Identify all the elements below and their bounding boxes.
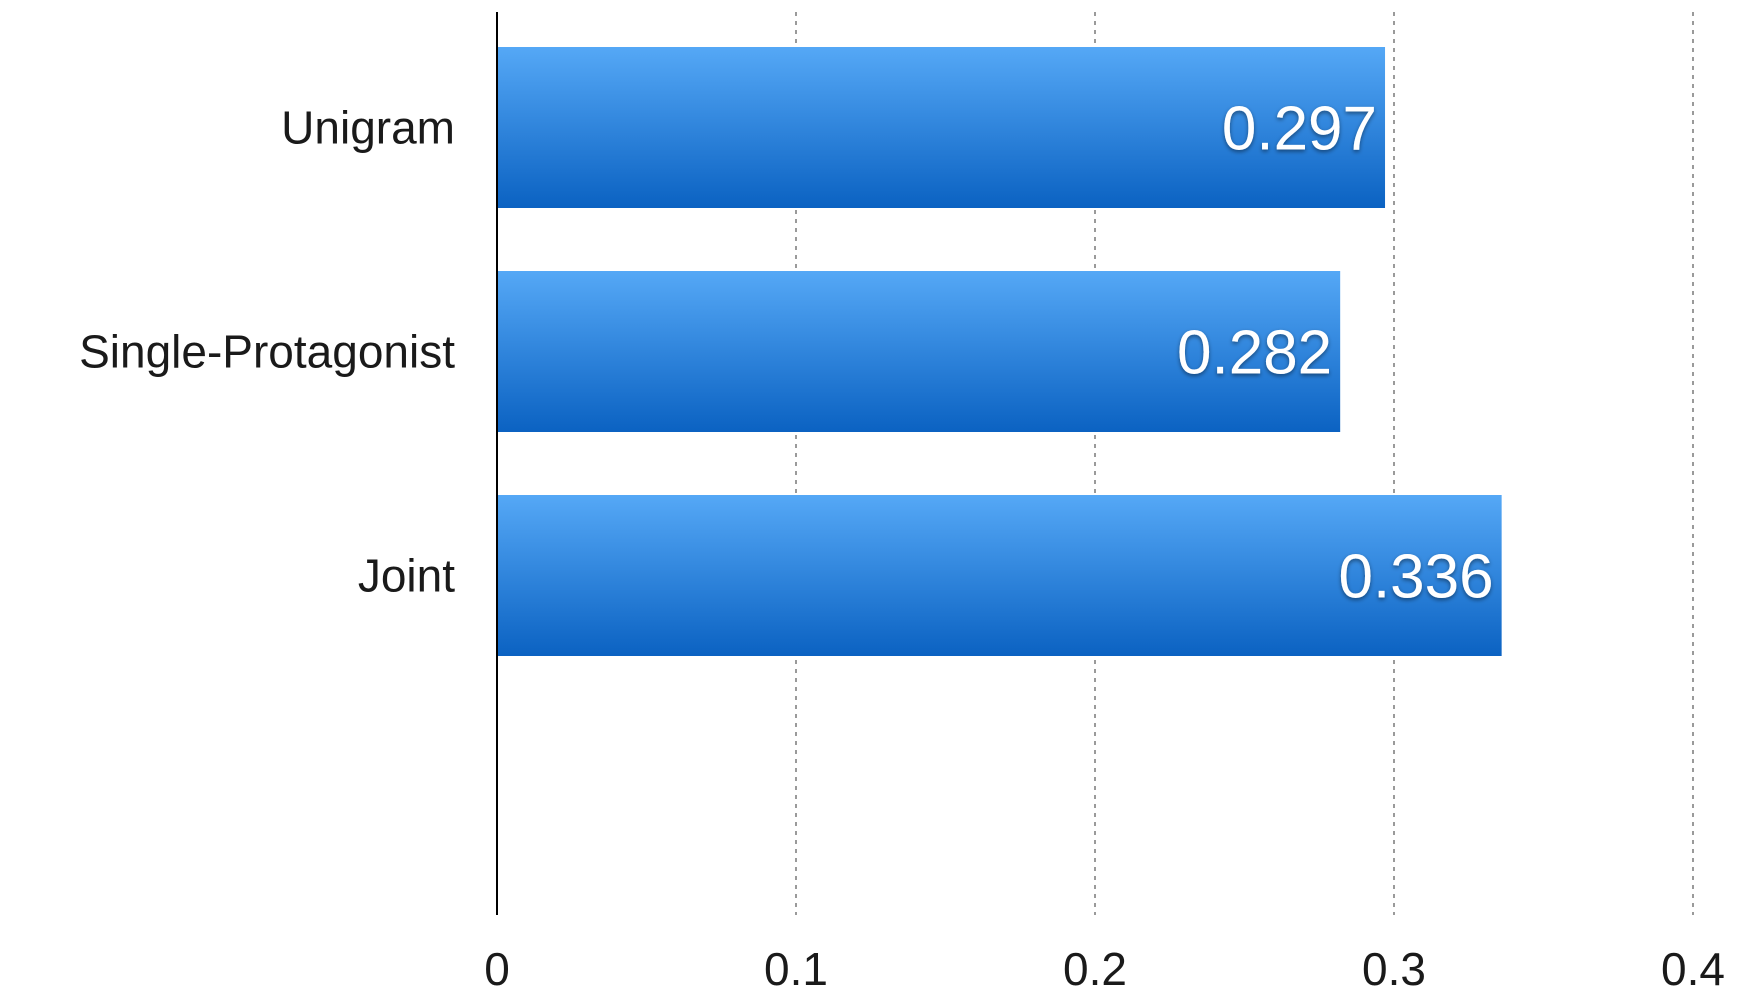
data-label: 0.297 [1222, 95, 1377, 164]
x-tick-label: 0.3 [1362, 943, 1426, 991]
category-label: Single-Protagonist [79, 326, 455, 378]
x-tick-label: 0.2 [1063, 943, 1127, 991]
labels: 0 0.1 0.2 0.3 0.4 Unigram 0.297 Single-Protagon… [79, 95, 1725, 991]
category-label: Unigram [281, 102, 455, 154]
data-label: 0.282 [1177, 319, 1332, 388]
x-tick-label: 0.4 [1661, 943, 1725, 991]
bar [497, 47, 1386, 208]
x-tick-label: 0.1 [764, 943, 828, 991]
gridlines [795, 12, 1694, 915]
data-label: 0.336 [1338, 543, 1493, 612]
x-tick-label: 0 [484, 943, 510, 991]
bar [497, 271, 1341, 432]
bars [497, 47, 1502, 656]
category-label: Joint [358, 550, 455, 602]
bar [497, 495, 1502, 656]
